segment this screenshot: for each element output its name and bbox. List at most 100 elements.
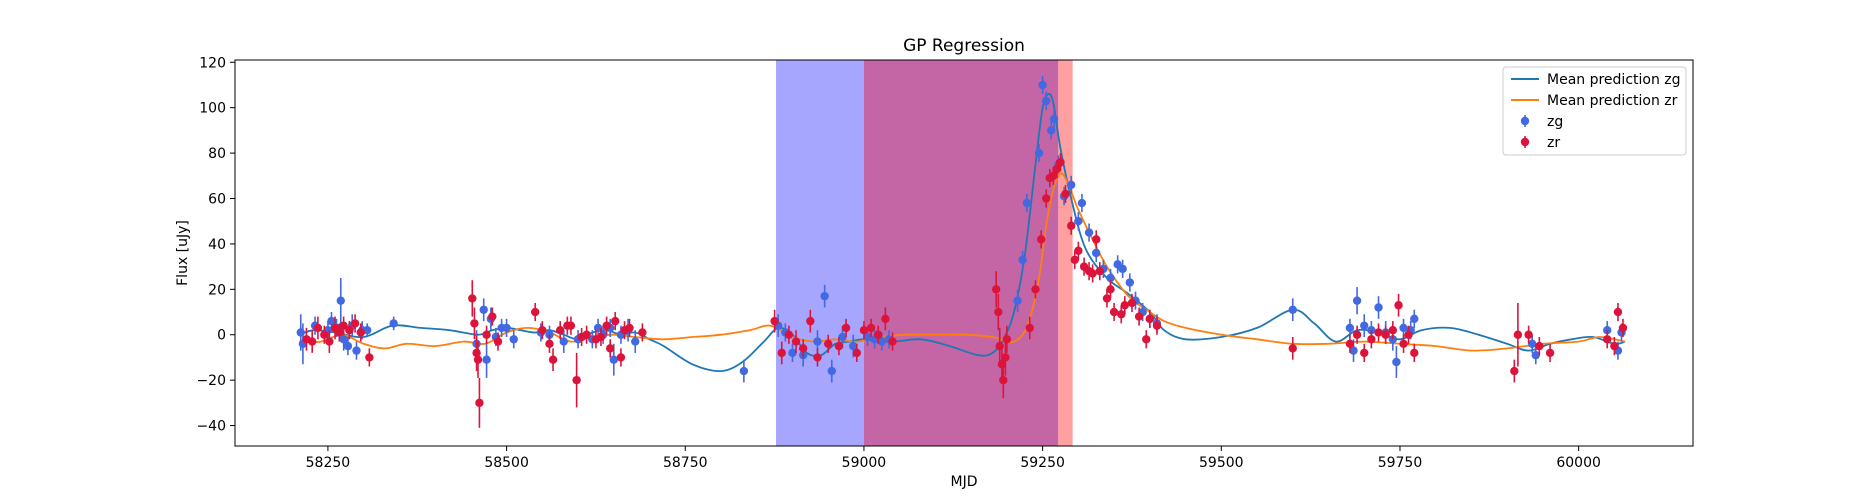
zr-point: [1394, 301, 1403, 310]
zr-point: [777, 348, 786, 358]
zr-point: [1545, 348, 1555, 358]
legend-label: zr: [1547, 135, 1560, 151]
legend-label: zg: [1547, 114, 1563, 130]
zr-point: [791, 337, 801, 346]
zr-point: [1524, 330, 1533, 339]
zg-point: [877, 337, 887, 346]
zg-point: [1038, 80, 1047, 90]
zr-point: [616, 353, 626, 362]
zr-point: [1120, 301, 1130, 310]
zr-point: [1025, 323, 1034, 333]
zg-point: [559, 337, 568, 346]
zr-point: [1095, 266, 1104, 276]
zr-point: [1381, 330, 1390, 339]
zg-point: [1013, 296, 1022, 305]
zr-point: [365, 353, 374, 362]
y-tick-label: 40: [208, 237, 226, 253]
axes-frame: [234, 59, 1694, 447]
y-tick-label: 120: [199, 55, 226, 71]
zg-point: [739, 366, 749, 376]
zr-point: [1145, 314, 1155, 324]
zr-point: [582, 330, 591, 339]
legend: Mean prediction zg Mean prediction zr zg zr: [1502, 66, 1687, 156]
legend-box: [1502, 66, 1687, 156]
zr-point: [572, 375, 581, 385]
zr-point: [1345, 339, 1355, 349]
legend-label: Mean prediction zg: [1547, 72, 1681, 88]
zr-point: [313, 323, 323, 333]
zr-point: [859, 326, 869, 335]
zr-point: [798, 344, 808, 353]
zg-point: [343, 341, 353, 351]
zr-point: [555, 326, 565, 335]
zr-point: [1603, 335, 1612, 344]
zr-point: [611, 316, 620, 326]
zr-point: [335, 328, 344, 337]
x-tick-label: 60000: [1556, 455, 1601, 471]
zg-point: [1118, 264, 1127, 274]
shaded-region-1: [776, 60, 864, 446]
legend-label: Mean prediction zr: [1547, 93, 1678, 109]
zr-point: [1610, 341, 1619, 351]
zr-point: [1067, 221, 1076, 230]
zr-point: [1052, 164, 1062, 174]
zr-point: [806, 316, 815, 326]
zr-point: [602, 321, 611, 330]
zg-point: [1392, 357, 1401, 367]
zr-point: [1056, 157, 1065, 167]
zr-point: [1134, 312, 1144, 321]
zr-point: [866, 323, 876, 333]
zr-point: [475, 398, 484, 408]
legend-point-swatch: [1520, 137, 1530, 147]
zg-point: [502, 323, 511, 333]
zr-point: [345, 326, 354, 335]
zg-point: [336, 296, 345, 305]
zg-point: [609, 355, 618, 364]
zr-point: [307, 337, 317, 346]
zg-point: [1374, 303, 1383, 312]
zg-point: [1399, 323, 1408, 333]
zg-point: [1092, 248, 1101, 258]
zg-point: [1106, 273, 1115, 283]
zg-point: [1288, 305, 1297, 314]
zr-point: [356, 328, 365, 337]
zr-point: [1404, 330, 1413, 339]
zr-point: [1117, 310, 1126, 319]
y-tick-label: −20: [196, 373, 226, 389]
zg-point: [838, 332, 847, 342]
y-tick-label: −40: [196, 419, 226, 435]
zr-point: [1142, 335, 1151, 344]
zg-point: [352, 346, 361, 355]
zg-point: [1041, 96, 1051, 106]
y-axis-title: Flux [uJy]: [175, 220, 191, 286]
zr-point: [1088, 269, 1097, 278]
zg-point: [482, 355, 491, 364]
x-axis-title: MJD: [951, 474, 978, 490]
zr-point: [470, 319, 479, 328]
zg-point: [1067, 180, 1076, 190]
chart-title: GP Regression: [903, 36, 1025, 56]
zr-point: [596, 332, 606, 342]
zg-point: [1125, 278, 1135, 287]
zr-point: [1041, 194, 1051, 203]
x-tick-label: 58750: [663, 455, 708, 471]
zr-point: [1374, 328, 1383, 337]
legend-point-swatch: [1520, 116, 1530, 126]
zr-point: [1410, 348, 1419, 358]
zr-point: [1152, 321, 1162, 330]
zr-point: [1510, 366, 1519, 376]
shaded-region-3: [1058, 60, 1073, 446]
y-tick-label: 0: [217, 328, 226, 344]
zr-point: [482, 330, 491, 339]
zg-point: [820, 291, 829, 301]
zr-point: [350, 319, 360, 328]
zr-point: [1388, 326, 1398, 335]
zr-point: [874, 330, 883, 339]
zr-point: [566, 321, 576, 330]
zg-point: [363, 326, 372, 335]
zg-point: [1034, 148, 1044, 158]
zr-point: [488, 312, 497, 321]
zr-point: [1092, 235, 1101, 244]
zg-point: [849, 341, 858, 351]
